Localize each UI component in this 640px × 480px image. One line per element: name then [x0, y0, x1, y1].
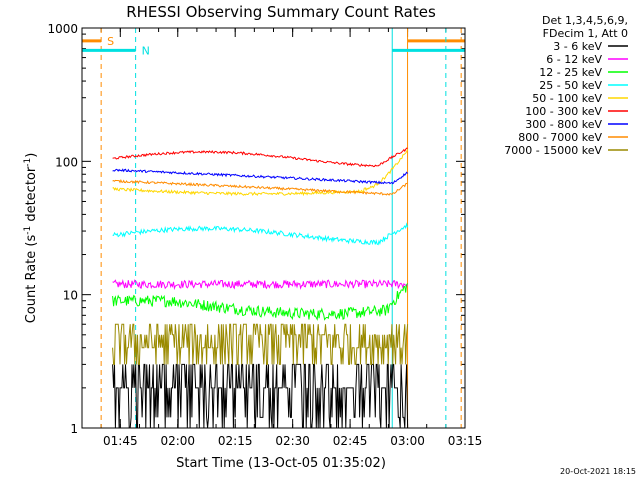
legend-label: 300 - 800 keV	[525, 118, 602, 131]
series-line	[112, 222, 409, 246]
x-axis-label: Start Time (13-Oct-05 01:35:02)	[176, 456, 386, 471]
plot-area-border	[81, 27, 466, 429]
x-tick-label: 02:00	[160, 434, 195, 448]
x-tick-label: 03:15	[448, 434, 483, 448]
chart-title: RHESSI Observing Summary Count Rates	[126, 3, 436, 21]
x-tick-label: 02:15	[218, 434, 253, 448]
legend-label: 800 - 7000 keV	[518, 131, 602, 144]
legend-header-line-2: FDecim 1, Att 0	[543, 27, 628, 40]
y-tick-label: 1000	[47, 22, 78, 36]
series-line	[112, 278, 409, 291]
legend-label: 6 - 12 keV	[546, 53, 602, 66]
plot-frame	[81, 27, 466, 429]
series-line	[112, 149, 409, 197]
series-line	[112, 283, 408, 321]
legend-label: 100 - 300 keV	[525, 105, 602, 118]
legend-label: 7000 - 15000 keV	[504, 144, 602, 157]
legend-label: 12 - 25 keV	[539, 66, 602, 79]
series-line	[112, 168, 408, 185]
timestamp: 20-Oct-2021 18:15	[560, 467, 636, 476]
marker-label: S	[107, 35, 114, 48]
series-lines	[112, 147, 409, 429]
y-tick-label: 10	[63, 289, 78, 303]
x-tick-label: 01:45	[103, 434, 138, 448]
series-line	[112, 323, 409, 365]
legend-header-line-1: Det 1,3,4,5,6,9,	[542, 14, 628, 27]
y-axis-label: Count Rate (s-1 detector-1)	[23, 153, 39, 324]
legend-label: 25 - 50 keV	[539, 79, 602, 92]
series-line	[112, 363, 409, 429]
x-tick-label: 02:45	[333, 434, 368, 448]
y-tick-label: 100	[55, 155, 78, 169]
mode-markers: SN	[82, 28, 465, 428]
legend-label: 3 - 6 keV	[553, 40, 602, 53]
x-tick-label: 02:30	[275, 434, 310, 448]
legend: Det 1,3,4,5,6,9, FDecim 1, Att 0 3 - 6 k…	[504, 14, 628, 157]
series-line	[112, 147, 408, 168]
marker-label: N	[142, 44, 150, 57]
legend-label: 50 - 100 keV	[532, 92, 602, 105]
y-tick-label: 1	[70, 422, 78, 436]
x-tick-label: 03:00	[390, 434, 425, 448]
series-line	[112, 179, 408, 196]
